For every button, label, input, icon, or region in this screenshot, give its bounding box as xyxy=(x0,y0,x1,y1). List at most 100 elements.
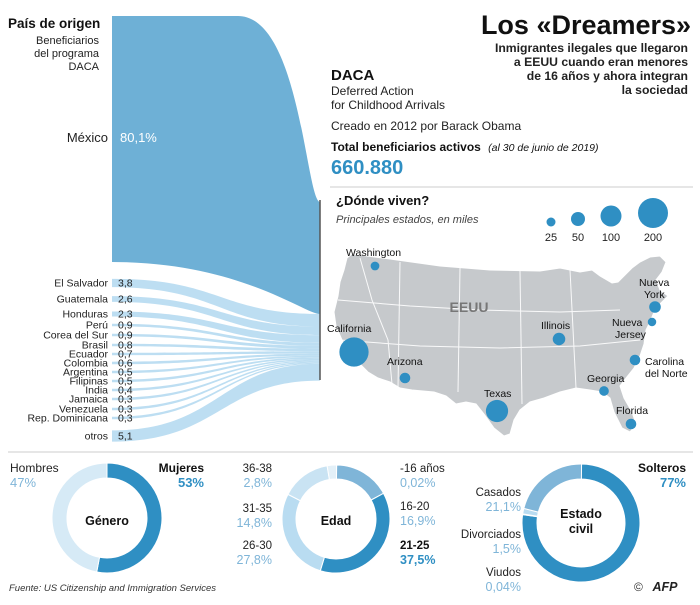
civil-divorciados-value: 1,5% xyxy=(493,542,522,556)
legend-bubble-100 xyxy=(600,205,622,227)
subtitle-line: la sociedad xyxy=(622,83,688,97)
subtitle-line: a EEUU cuando eran menores xyxy=(514,55,688,69)
country-flow xyxy=(112,357,320,383)
donut-slice xyxy=(521,463,641,583)
civil-casados-label: Casados xyxy=(476,487,522,499)
age-r2-value: 16,9% xyxy=(400,514,435,528)
civil-viudos-label: Viudos xyxy=(486,567,521,579)
usa-map xyxy=(333,253,669,437)
legend-label: 50 xyxy=(572,232,584,244)
donut-age xyxy=(281,464,391,574)
country-value: 0,8 xyxy=(118,340,133,352)
state-label-nc-2: del Norte xyxy=(645,368,688,380)
state-borders xyxy=(337,257,641,405)
age-r2-label: 16-20 xyxy=(400,501,429,513)
border xyxy=(337,299,621,313)
country-value: 0,6 xyxy=(118,358,133,370)
country-label: Filipinas xyxy=(69,376,108,388)
country-label: Rep. Dominicana xyxy=(27,413,108,425)
subtitle: Inmigrantes ilegales que llegaron a EEUU… xyxy=(495,41,688,97)
country-flow xyxy=(112,296,320,336)
main-title: Los «Dreamers» xyxy=(481,10,691,40)
donut-slice xyxy=(326,464,338,481)
border xyxy=(569,269,577,389)
daca-total-label: Total beneficiarios activos (al 30 de ju… xyxy=(331,140,599,154)
country-labels: El Salvador 3,8 Guatemala 2,6 Honduras 2,3 Per… xyxy=(27,278,132,443)
country-flows xyxy=(112,278,320,442)
state-label-texas: Texas xyxy=(484,388,511,400)
age-l3-value: 27,8% xyxy=(237,553,272,567)
civil-divorciados-label: Divorciados xyxy=(461,529,521,541)
country-flow xyxy=(112,351,320,356)
state-label-illinois: Illinois xyxy=(541,320,570,332)
donut-slice xyxy=(287,465,330,502)
mexico-value: 80,1% xyxy=(120,130,157,145)
state-label-florida: Florida xyxy=(616,405,648,417)
country-value: 0,5 xyxy=(118,367,133,379)
state-label-california: California xyxy=(327,323,372,335)
state-bubble xyxy=(552,332,566,346)
subtitle-line: de 16 años y ahora integran xyxy=(527,69,688,83)
state-bubble xyxy=(339,337,369,367)
civil-solteros-value: 77% xyxy=(660,475,686,490)
country-label: India xyxy=(85,385,108,397)
daca-title: DACA xyxy=(331,67,374,84)
map-title: ¿Dónde viven? xyxy=(336,193,429,208)
gender-right-label: Mujeres xyxy=(159,461,205,475)
state-bubble xyxy=(625,418,637,430)
legend-bubble-50 xyxy=(571,212,585,226)
daca-created: Creado en 2012 por Barack Obama xyxy=(331,119,521,133)
age-l2-value: 14,8% xyxy=(237,516,272,530)
country-value: 5,1 xyxy=(118,431,133,443)
country-label: Perú xyxy=(86,320,108,332)
gender-left-label: Hombres xyxy=(10,461,59,475)
legend-label: 200 xyxy=(644,232,662,244)
age-r3-value: 37,5% xyxy=(400,553,435,567)
age-l1-value: 2,8% xyxy=(244,476,273,490)
country-label: Guatemala xyxy=(57,294,109,306)
country-label: Corea del Sur xyxy=(43,330,108,342)
state-bubble xyxy=(370,261,380,271)
age-l1-label: 36-38 xyxy=(243,463,272,475)
country-value: 0,9 xyxy=(118,330,133,342)
civil-casados-value: 21,1% xyxy=(486,500,521,514)
gender-center: Género xyxy=(85,514,129,528)
donut-slice xyxy=(51,462,108,573)
border xyxy=(457,267,461,393)
origin-sub: Beneficiarios del programa DACA xyxy=(34,35,100,73)
civil-center-1: Estado xyxy=(560,507,602,521)
age-center: Edad xyxy=(321,514,352,528)
state-bubble xyxy=(649,301,661,313)
gender-right-value: 53% xyxy=(178,475,204,490)
country-flow xyxy=(112,363,320,442)
origin-sub-line: DACA xyxy=(68,61,99,73)
state-label-nj-2: Jersey xyxy=(615,329,647,341)
country-value: 0,7 xyxy=(118,349,133,361)
country-label: EEUU xyxy=(450,299,489,315)
civil-center-2: civil xyxy=(569,522,593,536)
size-legend: 25 50 100 200 xyxy=(545,198,668,244)
legend-bubble-25 xyxy=(546,217,556,227)
age-r3-label: 21-25 xyxy=(400,540,430,552)
donut-slice xyxy=(319,492,391,574)
donut-slice xyxy=(523,463,583,513)
daca-line2: for Childhood Arrivals xyxy=(331,98,445,112)
state-label-ny-2: York xyxy=(644,289,665,301)
age-r1-value: 0,02% xyxy=(400,476,435,490)
legend-label: 25 xyxy=(545,232,557,244)
country-label: Argentina xyxy=(63,367,108,379)
country-label: Jamaica xyxy=(69,394,108,406)
donut-slice xyxy=(335,464,385,501)
state-label-georgia: Georgia xyxy=(587,373,625,385)
country-label: Honduras xyxy=(62,309,108,321)
country-label: otros xyxy=(85,431,108,443)
copyright-symbol: © xyxy=(634,580,643,594)
country-value: 3,8 xyxy=(118,278,133,290)
country-value: 0,3 xyxy=(118,404,133,416)
country-flow xyxy=(112,353,320,365)
country-flow xyxy=(112,343,320,352)
state-label-nc: Carolina xyxy=(645,356,684,368)
donut-gender xyxy=(51,462,163,574)
state-label-washington: Washington xyxy=(346,247,401,259)
country-value: 0,5 xyxy=(118,376,133,388)
